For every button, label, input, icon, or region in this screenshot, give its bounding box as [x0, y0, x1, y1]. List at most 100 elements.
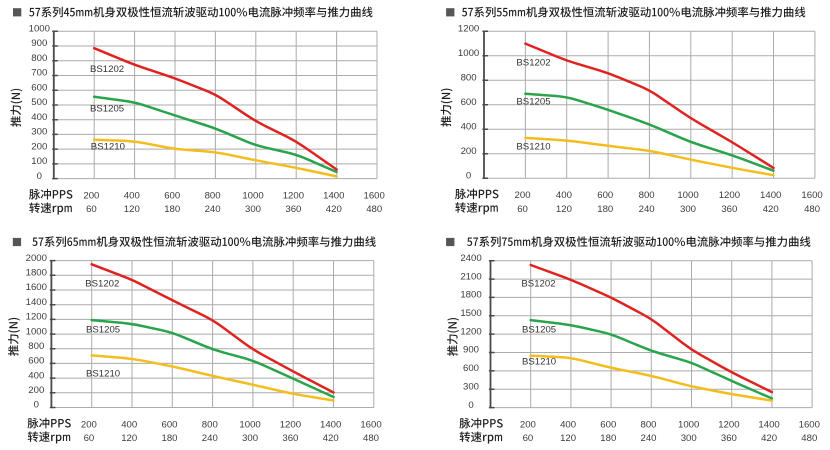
- svg-text:1200: 1200: [283, 191, 304, 202]
- svg-text:480: 480: [366, 204, 382, 215]
- svg-text:800: 800: [202, 419, 218, 430]
- svg-text:1600: 1600: [360, 419, 381, 430]
- svg-text:420: 420: [323, 433, 339, 444]
- svg-text:400: 400: [28, 370, 44, 381]
- svg-text:1800: 1800: [460, 290, 481, 301]
- svg-text:100: 100: [31, 156, 47, 167]
- svg-text:600: 600: [28, 356, 44, 367]
- svg-text:BS1210: BS1210: [86, 369, 120, 380]
- svg-text:1000: 1000: [242, 191, 263, 202]
- svg-text:0: 0: [468, 400, 473, 411]
- svg-text:300: 300: [245, 204, 261, 215]
- svg-text:180: 180: [164, 204, 180, 215]
- svg-text:60: 60: [523, 433, 534, 444]
- svg-text:1600: 1600: [364, 191, 385, 202]
- svg-text:200: 200: [461, 146, 477, 157]
- svg-text:300: 300: [680, 204, 696, 215]
- svg-text:1500: 1500: [460, 308, 481, 319]
- svg-text:180: 180: [597, 204, 613, 215]
- svg-text:360: 360: [721, 204, 737, 215]
- svg-text:120: 120: [560, 433, 576, 444]
- svg-text:1000: 1000: [239, 419, 260, 430]
- svg-text:600: 600: [164, 191, 180, 202]
- svg-text:BS1205: BS1205: [90, 104, 124, 115]
- svg-text:480: 480: [801, 433, 817, 444]
- svg-text:180: 180: [161, 433, 177, 444]
- svg-text:420: 420: [763, 204, 779, 215]
- svg-text:BS1202: BS1202: [90, 64, 124, 75]
- svg-text:1400: 1400: [320, 419, 341, 430]
- svg-text:1200: 1200: [280, 419, 301, 430]
- svg-text:1000: 1000: [29, 24, 50, 35]
- svg-text:800: 800: [28, 341, 44, 352]
- svg-text:BS1202: BS1202: [85, 278, 119, 289]
- svg-text:1000: 1000: [677, 190, 698, 201]
- svg-text:900: 900: [31, 38, 47, 49]
- svg-text:60: 60: [517, 204, 528, 215]
- svg-text:2000: 2000: [26, 253, 47, 264]
- svg-text:800: 800: [640, 420, 656, 431]
- svg-text:200: 200: [83, 191, 99, 202]
- svg-text:BS1202: BS1202: [516, 57, 550, 68]
- svg-text:1200: 1200: [719, 190, 740, 201]
- svg-text:BS1210: BS1210: [516, 141, 550, 152]
- svg-text:BS1202: BS1202: [521, 278, 555, 289]
- svg-text:0: 0: [37, 171, 42, 182]
- svg-text:2400: 2400: [460, 253, 481, 264]
- svg-text:900: 900: [463, 345, 479, 356]
- svg-text:BS1205: BS1205: [86, 325, 120, 336]
- svg-text:1600: 1600: [26, 282, 47, 293]
- svg-text:200: 200: [28, 385, 44, 396]
- svg-text:360: 360: [285, 204, 301, 215]
- svg-text:300: 300: [31, 127, 47, 138]
- svg-text:1200: 1200: [718, 420, 739, 431]
- svg-text:360: 360: [721, 433, 737, 444]
- svg-text:400: 400: [31, 112, 47, 123]
- svg-text:800: 800: [31, 53, 47, 64]
- svg-text:600: 600: [461, 97, 477, 108]
- svg-text:0: 0: [34, 400, 39, 411]
- svg-text:1800: 1800: [26, 267, 47, 278]
- svg-text:1400: 1400: [323, 191, 344, 202]
- svg-text:60: 60: [86, 204, 97, 215]
- svg-text:600: 600: [161, 419, 177, 430]
- svg-text:800: 800: [205, 191, 221, 202]
- svg-text:1400: 1400: [26, 297, 47, 308]
- svg-text:500: 500: [31, 97, 47, 108]
- svg-text:300: 300: [242, 433, 258, 444]
- svg-text:420: 420: [761, 433, 777, 444]
- svg-text:1000: 1000: [26, 326, 47, 337]
- svg-text:400: 400: [461, 122, 477, 133]
- svg-text:180: 180: [600, 433, 616, 444]
- svg-text:1400: 1400: [758, 420, 779, 431]
- svg-text:800: 800: [639, 190, 655, 201]
- svg-text:700: 700: [31, 68, 47, 79]
- svg-text:BS1210: BS1210: [91, 141, 125, 152]
- svg-text:120: 120: [121, 433, 137, 444]
- svg-text:BS1205: BS1205: [516, 97, 550, 108]
- svg-text:200: 200: [81, 419, 97, 430]
- svg-text:1600: 1600: [801, 190, 822, 201]
- svg-text:0: 0: [466, 171, 471, 182]
- svg-text:600: 600: [31, 82, 47, 93]
- svg-text:400: 400: [124, 191, 140, 202]
- svg-text:300: 300: [681, 433, 697, 444]
- svg-text:400: 400: [121, 419, 137, 430]
- svg-text:BS1210: BS1210: [522, 357, 556, 368]
- svg-text:200: 200: [31, 141, 47, 152]
- svg-text:60: 60: [84, 433, 95, 444]
- svg-text:240: 240: [202, 433, 218, 444]
- svg-text:1200: 1200: [458, 24, 479, 35]
- svg-text:1000: 1000: [678, 420, 699, 431]
- svg-text:600: 600: [600, 420, 616, 431]
- svg-text:360: 360: [282, 433, 298, 444]
- svg-text:BS1205: BS1205: [522, 325, 556, 336]
- svg-text:300: 300: [463, 381, 479, 392]
- svg-text:600: 600: [597, 190, 613, 201]
- svg-text:1400: 1400: [760, 190, 781, 201]
- svg-text:120: 120: [124, 204, 140, 215]
- svg-text:400: 400: [556, 190, 572, 201]
- svg-text:420: 420: [326, 204, 342, 215]
- svg-text:240: 240: [639, 204, 655, 215]
- svg-text:2100: 2100: [460, 271, 481, 282]
